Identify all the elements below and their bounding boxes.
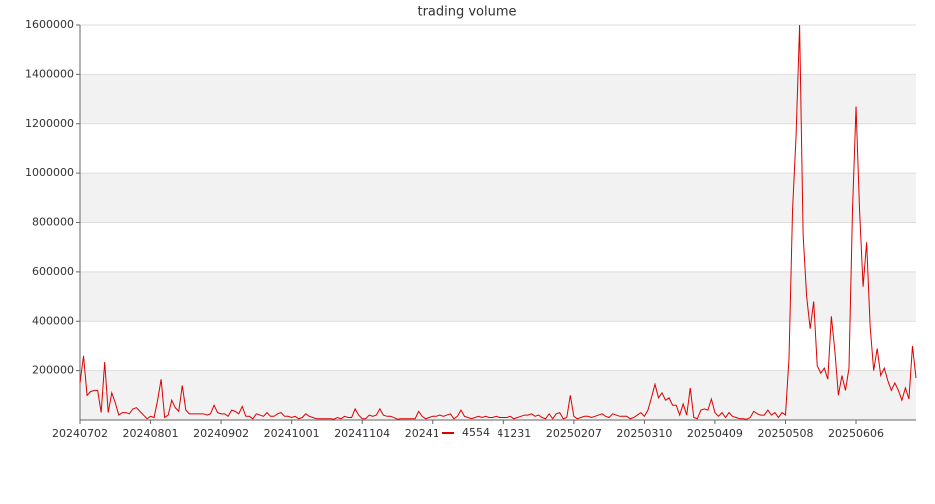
x-tick-label: 20241001: [264, 427, 320, 440]
y-tick-label: 1400000: [25, 67, 74, 80]
data-line: [79, 24, 917, 420]
x-tick-label: 20250606: [828, 427, 884, 440]
y-tick-label: 1200000: [25, 117, 74, 130]
legend-box: [438, 425, 498, 441]
legend-label: 4554: [462, 426, 490, 439]
x-tick-label: 20250310: [616, 427, 672, 440]
y-tick-label: 1600000: [25, 18, 74, 31]
y-tick-label: 200000: [32, 364, 74, 377]
grid-band: [80, 271, 916, 322]
grid-band: [80, 370, 916, 420]
x-tick-label: 20250207: [546, 427, 602, 440]
y-tick-label: 800000: [32, 216, 74, 229]
x-tick-label: 20250409: [687, 427, 743, 440]
grid-band: [80, 74, 916, 124]
x-tick-label: 20240801: [123, 427, 179, 440]
x-tick-label: 20240902: [193, 427, 249, 440]
grid-band: [80, 173, 916, 223]
x-tick-label: 20240702: [52, 427, 108, 440]
x-tick-label: 20250508: [757, 427, 813, 440]
y-tick-label: 600000: [32, 265, 74, 278]
chart-title: trading volume: [417, 5, 516, 20]
y-tick-label: 1000000: [25, 166, 74, 179]
y-tick-label: 400000: [32, 314, 74, 327]
x-tick-label: 20241104: [334, 427, 390, 440]
